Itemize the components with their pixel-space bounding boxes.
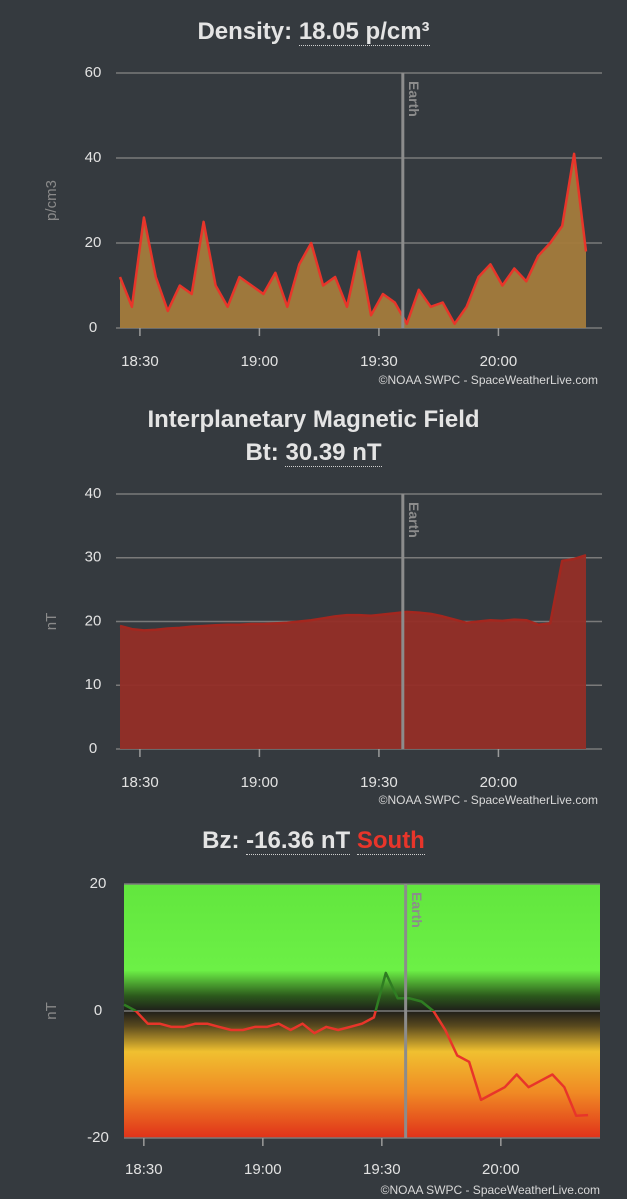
y-tick-label: 60 [85, 64, 102, 81]
x-tick-label: 19:30 [360, 774, 398, 791]
line [119, 554, 587, 632]
y-tick-label: 40 [85, 149, 102, 166]
credit: ©NOAA SWPC - SpaceWeatherLive.com [379, 793, 598, 807]
y-tick-label: 20 [85, 234, 102, 251]
credit: ©NOAA SWPC - SpaceWeatherLive.com [379, 373, 598, 387]
y-tick-label: -20 [87, 1129, 109, 1146]
y-tick-label: 40 [85, 485, 102, 502]
x-tick-label: 18:30 [121, 353, 159, 370]
y-tick-label: 20 [90, 875, 107, 892]
title-value: 30.39 nT [285, 439, 382, 467]
y-tick-label: 0 [89, 319, 97, 336]
x-tick-label: 19:30 [363, 1161, 401, 1178]
y-tick-label: 0 [89, 740, 97, 757]
x-tick-label: 19:30 [360, 353, 398, 370]
y-axis-label: p/cm3 [43, 180, 60, 221]
title: Bz: -16.36 nT South [0, 826, 627, 856]
y-axis-label: nT [43, 1002, 60, 1020]
x-tick-label: 20:00 [480, 353, 518, 370]
credit: ©NOAA SWPC - SpaceWeatherLive.com [381, 1183, 600, 1197]
line [123, 971, 589, 1118]
line [118, 152, 588, 326]
x-tick-label: 20:00 [480, 774, 518, 791]
title-text: Density: [197, 18, 293, 45]
x-tick-label: 19:00 [241, 774, 279, 791]
y-tick-label: 20 [85, 612, 102, 629]
area [120, 555, 586, 749]
x-tick-label: 19:00 [244, 1161, 282, 1178]
x-tick-label: 18:30 [125, 1161, 163, 1178]
title-suffix: South [356, 827, 425, 855]
y-tick-label: 30 [85, 549, 102, 566]
y-axis-label: nT [43, 613, 60, 631]
annotation: Earth [409, 892, 425, 928]
title-prefix: Bt: [245, 439, 279, 466]
x-tick-label: 18:30 [121, 774, 159, 791]
title-value: 18.05 p/cm³ [298, 18, 430, 46]
x-tick-label: 20:00 [482, 1161, 520, 1178]
y-tick-label: 0 [94, 1002, 102, 1019]
x-tick-label: 19:00 [241, 353, 279, 370]
area [120, 153, 586, 328]
annotation: Earth [406, 81, 422, 117]
title: Bt: 30.39 nT [0, 438, 627, 468]
title-value: -16.36 nT [246, 827, 351, 855]
title-prefix: Bz: [202, 827, 240, 854]
annotation: Earth [406, 502, 422, 538]
title: Density: 18.05 p/cm³ [0, 17, 627, 47]
title: Interplanetary Magnetic Field [147, 406, 480, 433]
y-tick-label: 10 [85, 676, 102, 693]
